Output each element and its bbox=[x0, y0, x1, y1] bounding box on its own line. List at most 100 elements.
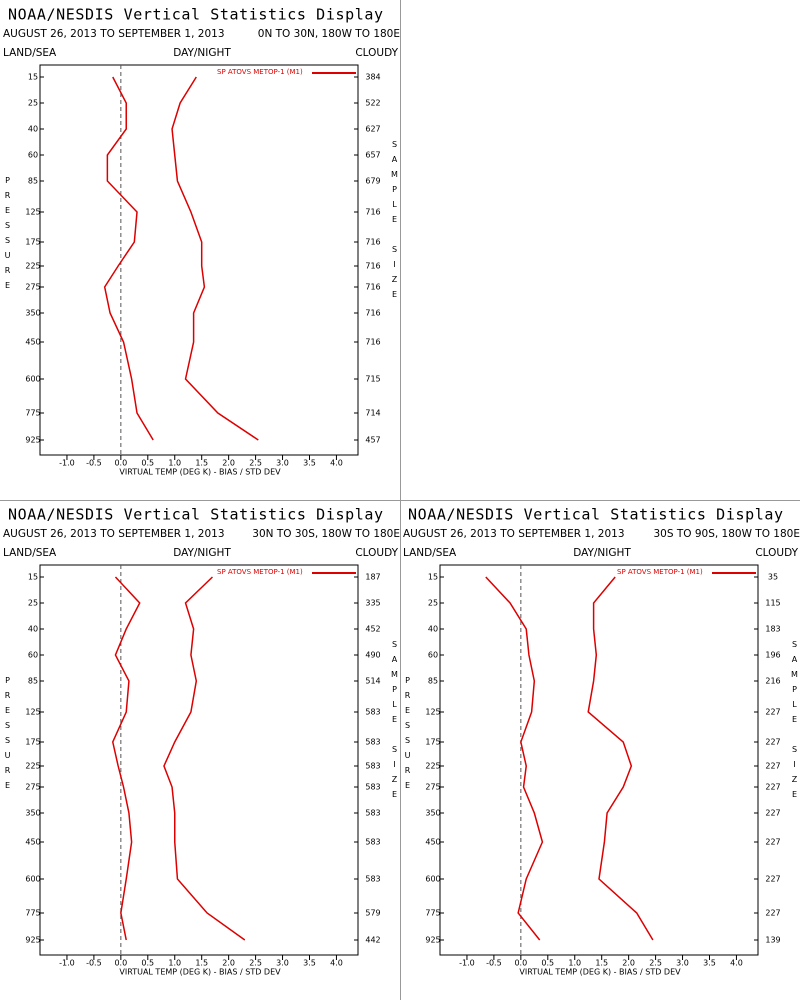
chart-title: NOAA/NESDIS Vertical Statistics Display bbox=[8, 506, 384, 524]
y-tick-label: 85 bbox=[28, 677, 38, 686]
y-tick-label: 15 bbox=[428, 573, 438, 582]
y-tick-label: 60 bbox=[28, 651, 38, 660]
y-tick-label: 225 bbox=[25, 762, 40, 771]
sample-size-label: 583 bbox=[365, 783, 380, 792]
chart-title: NOAA/NESDIS Vertical Statistics Display bbox=[408, 506, 784, 524]
x-tick-label: 4.0 bbox=[330, 959, 343, 968]
y-tick-label: 25 bbox=[28, 99, 38, 108]
sample-size-label: 227 bbox=[765, 875, 780, 884]
sample-size-label: 579 bbox=[365, 909, 380, 918]
y2-axis-label: SAMPLE SIZE bbox=[390, 140, 399, 305]
series-line bbox=[485, 576, 544, 941]
sample-size-label: 716 bbox=[365, 309, 380, 318]
y-tick-label: 775 bbox=[25, 409, 40, 418]
sample-size-label: 35 bbox=[768, 573, 778, 582]
sample-size-label: 139 bbox=[765, 936, 780, 945]
x-tick-label: -0.5 bbox=[86, 459, 102, 468]
x-tick-label: 3.0 bbox=[276, 459, 289, 468]
x-tick-label: -0.5 bbox=[86, 959, 102, 968]
x-tick-label: 4.0 bbox=[330, 459, 343, 468]
series-line bbox=[111, 576, 141, 941]
date-range: AUGUST 26, 2013 TO SEPTEMBER 1, 2013 bbox=[3, 528, 225, 540]
legend-label: SP ATOVS METOP-1 (M1) bbox=[217, 68, 303, 76]
divider bbox=[0, 500, 800, 501]
cloudy-label: CLOUDY bbox=[355, 547, 398, 559]
x-tick-label: 4.0 bbox=[730, 959, 743, 968]
plot-frame bbox=[39, 564, 359, 956]
y-tick-label: 40 bbox=[428, 625, 438, 634]
x-tick-label: 2.5 bbox=[249, 959, 262, 968]
date-range: AUGUST 26, 2013 TO SEPTEMBER 1, 2013 bbox=[3, 28, 225, 40]
sample-size-label: 716 bbox=[365, 262, 380, 271]
y-tick-label: 125 bbox=[25, 208, 40, 217]
sample-size-label: 452 bbox=[365, 625, 380, 634]
sample-size-label: 657 bbox=[365, 151, 380, 160]
y-tick-label: 225 bbox=[25, 262, 40, 271]
plot-frame bbox=[39, 64, 359, 456]
x-tick-label: -1.0 bbox=[459, 959, 475, 968]
plot-frame bbox=[439, 564, 759, 956]
land-sea-label: LAND/SEA bbox=[403, 547, 457, 559]
sample-size-label: 522 bbox=[365, 99, 380, 108]
y-tick-label: 175 bbox=[25, 738, 40, 747]
sample-size-label: 583 bbox=[365, 838, 380, 847]
y-tick-label: 775 bbox=[25, 909, 40, 918]
y-tick-label: 25 bbox=[428, 599, 438, 608]
sample-size-label: 115 bbox=[765, 599, 780, 608]
x-tick-label: 0.5 bbox=[141, 459, 154, 468]
x-tick-label: -0.5 bbox=[486, 959, 502, 968]
sample-size-label: 627 bbox=[365, 125, 380, 134]
x-tick-label: 1.5 bbox=[195, 459, 208, 468]
y-tick-label: 125 bbox=[25, 708, 40, 717]
chart-title: NOAA/NESDIS Vertical Statistics Display bbox=[8, 6, 384, 24]
y-tick-label: 125 bbox=[425, 708, 440, 717]
date-range: AUGUST 26, 2013 TO SEPTEMBER 1, 2013 bbox=[403, 528, 625, 540]
cloudy-label: CLOUDY bbox=[355, 47, 398, 59]
x-axis-label: VIRTUAL TEMP (DEG K) - BIAS / STD DEV bbox=[519, 968, 681, 977]
y-tick-label: 275 bbox=[425, 783, 440, 792]
y-tick-label: 350 bbox=[25, 809, 40, 818]
x-tick-label: -1.0 bbox=[59, 459, 75, 468]
x-tick-label: -1.0 bbox=[59, 959, 75, 968]
y-tick-label: 350 bbox=[25, 309, 40, 318]
sample-size-label: 227 bbox=[765, 762, 780, 771]
sample-size-label: 583 bbox=[365, 708, 380, 717]
sample-size-label: 384 bbox=[365, 73, 380, 82]
y2-axis-label: SAMPLE SIZE bbox=[790, 640, 799, 805]
y-tick-label: 60 bbox=[428, 651, 438, 660]
series-line bbox=[587, 576, 654, 941]
y-tick-label: 40 bbox=[28, 125, 38, 134]
legend-label: SP ATOVS METOP-1 (M1) bbox=[217, 568, 303, 576]
y2-axis-label: SAMPLE SIZE bbox=[390, 640, 399, 805]
sample-size-label: 490 bbox=[365, 651, 380, 660]
legend-label: SP ATOVS METOP-1 (M1) bbox=[617, 568, 703, 576]
y-axis-label: PRESSURE bbox=[3, 176, 12, 296]
sample-size-label: 679 bbox=[365, 177, 380, 186]
y-tick-label: 600 bbox=[25, 375, 40, 384]
y-tick-label: 600 bbox=[25, 875, 40, 884]
land-sea-label: LAND/SEA bbox=[3, 547, 57, 559]
x-tick-label: 0.0 bbox=[114, 459, 127, 468]
series-line bbox=[163, 576, 246, 941]
sample-size-label: 716 bbox=[365, 283, 380, 292]
chart-panel: NOAA/NESDIS Vertical Statistics Display A… bbox=[0, 500, 400, 1000]
chart-panel: NOAA/NESDIS Vertical Statistics Display A… bbox=[0, 0, 400, 500]
y-tick-label: 275 bbox=[25, 283, 40, 292]
y-tick-label: 25 bbox=[28, 599, 38, 608]
sample-size-label: 583 bbox=[365, 809, 380, 818]
y-tick-label: 225 bbox=[425, 762, 440, 771]
sample-size-label: 227 bbox=[765, 909, 780, 918]
sample-size-label: 583 bbox=[365, 738, 380, 747]
y-tick-label: 350 bbox=[425, 809, 440, 818]
day-night-label: DAY/NIGHT bbox=[173, 547, 231, 559]
sample-size-label: 227 bbox=[765, 708, 780, 717]
x-tick-label: 2.0 bbox=[222, 459, 235, 468]
x-tick-label: 3.5 bbox=[303, 459, 316, 468]
chart: NOAA/NESDIS Vertical Statistics Display A… bbox=[3, 506, 400, 977]
x-tick-label: 2.0 bbox=[222, 959, 235, 968]
sample-size-label: 187 bbox=[365, 573, 380, 582]
x-tick-label: 0.0 bbox=[114, 959, 127, 968]
sample-size-label: 514 bbox=[365, 677, 380, 686]
day-night-label: DAY/NIGHT bbox=[173, 47, 231, 59]
